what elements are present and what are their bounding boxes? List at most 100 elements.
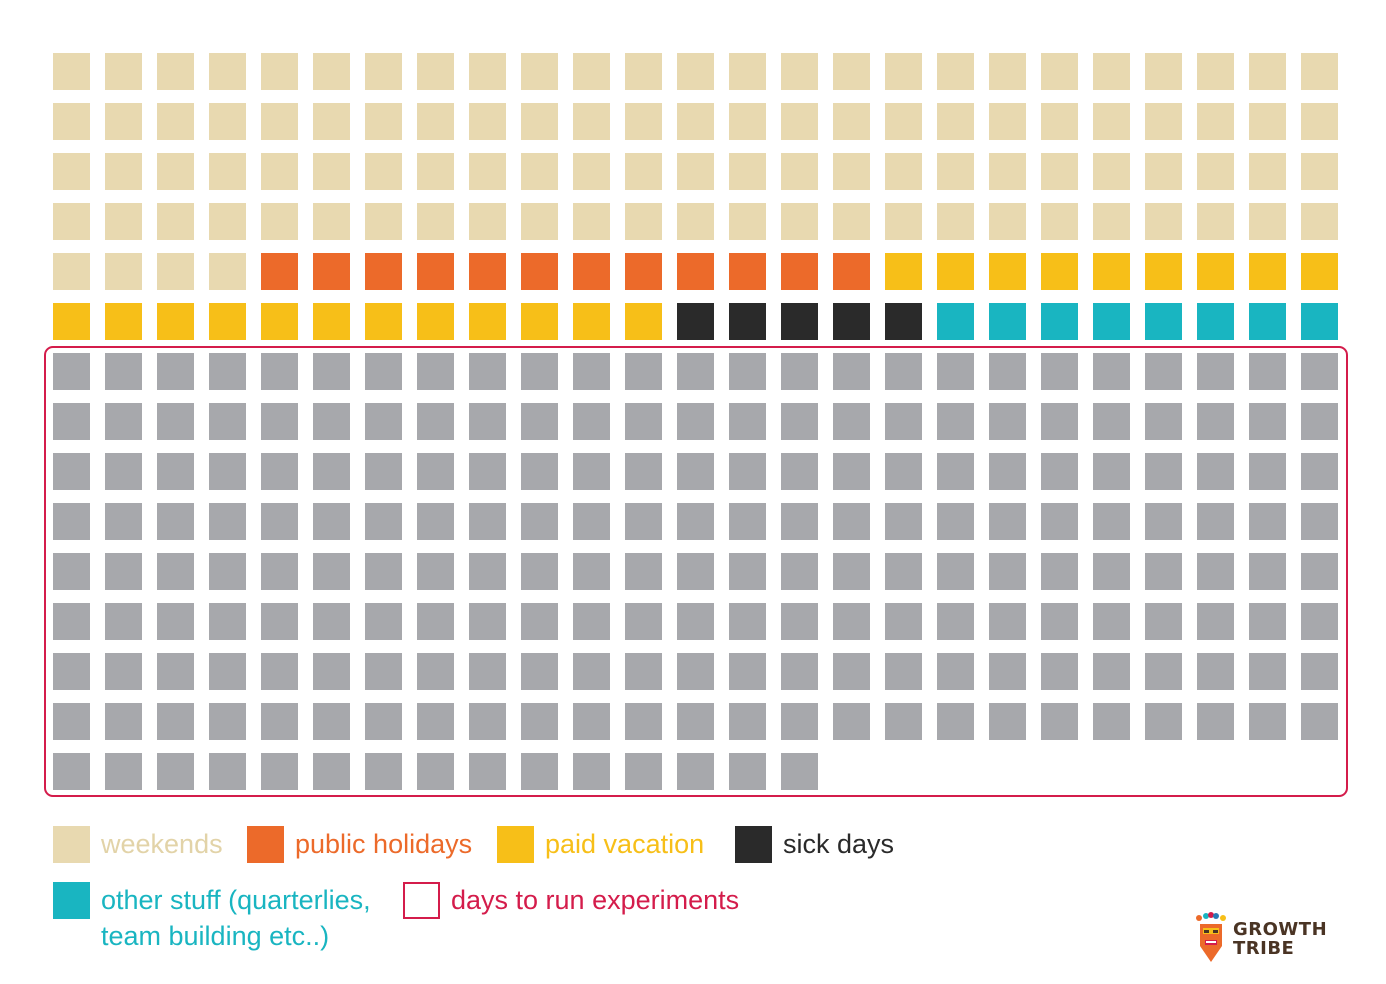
day-cell-weekends — [1197, 153, 1234, 190]
day-cell-experiments — [261, 403, 298, 440]
day-cell-experiments — [833, 353, 870, 390]
day-cell-experiments — [417, 403, 454, 440]
day-cell-weekends — [625, 203, 662, 240]
day-cell-sick_days — [729, 303, 766, 340]
day-cell-public_holidays — [365, 253, 402, 290]
day-cell-weekends — [521, 203, 558, 240]
legend-item-sick-days: sick days — [735, 826, 894, 863]
day-cell-weekends — [625, 53, 662, 90]
day-cell-paid_vacation — [1145, 253, 1182, 290]
day-cell-experiments — [833, 603, 870, 640]
day-cell-weekends — [1041, 53, 1078, 90]
day-cell-experiments — [1301, 503, 1338, 540]
day-cell-weekends — [1301, 53, 1338, 90]
day-cell-experiments — [469, 553, 506, 590]
day-cell-weekends — [833, 153, 870, 190]
day-cell-experiments — [261, 703, 298, 740]
day-cell-weekends — [1145, 203, 1182, 240]
day-cell-public_holidays — [469, 253, 506, 290]
day-cell-experiments — [989, 503, 1026, 540]
day-cell-weekends — [209, 253, 246, 290]
day-cell-public_holidays — [833, 253, 870, 290]
day-cell-experiments — [833, 403, 870, 440]
day-cell-experiments — [677, 403, 714, 440]
day-cell-experiments — [1249, 703, 1286, 740]
day-cell-experiments — [1301, 603, 1338, 640]
day-cell-experiments — [209, 703, 246, 740]
day-cell-experiments — [157, 603, 194, 640]
day-cell-experiments — [1093, 553, 1130, 590]
legend-label-experiments: days to run experiments — [451, 885, 740, 915]
day-cell-experiments — [365, 553, 402, 590]
day-cell-experiments — [1197, 603, 1234, 640]
day-cell-experiments — [1041, 703, 1078, 740]
day-cell-weekends — [989, 103, 1026, 140]
day-cell-paid_vacation — [1249, 253, 1286, 290]
day-cell-experiments — [781, 453, 818, 490]
day-cell-experiments — [937, 453, 974, 490]
day-cell-experiments — [53, 553, 90, 590]
day-cell-experiments — [833, 653, 870, 690]
day-cell-experiments — [53, 603, 90, 640]
day-cell-weekends — [261, 103, 298, 140]
day-cell-experiments — [365, 353, 402, 390]
day-cell-experiments — [937, 603, 974, 640]
day-cell-weekends — [209, 53, 246, 90]
day-cell-experiments — [157, 553, 194, 590]
day-cell-weekends — [1145, 53, 1182, 90]
day-cell-experiments — [573, 553, 610, 590]
day-cell-paid_vacation — [885, 253, 922, 290]
day-cell-experiments — [677, 353, 714, 390]
day-cell-experiments — [365, 703, 402, 740]
day-cell-experiments — [677, 753, 714, 790]
day-cell-public_holidays — [313, 253, 350, 290]
day-cell-experiments — [469, 503, 506, 540]
day-cell-experiments — [209, 753, 246, 790]
day-cell-experiments — [989, 353, 1026, 390]
day-cell-weekends — [885, 53, 922, 90]
day-cell-experiments — [885, 403, 922, 440]
day-cell-experiments — [573, 603, 610, 640]
day-cell-experiments — [209, 453, 246, 490]
day-cell-experiments — [53, 403, 90, 440]
day-cell-experiments — [573, 753, 610, 790]
day-cell-experiments — [1145, 403, 1182, 440]
day-cell-weekends — [53, 103, 90, 140]
day-cell-weekends — [53, 53, 90, 90]
day-cell-weekends — [313, 53, 350, 90]
day-cell-experiments — [157, 453, 194, 490]
day-cell-experiments — [729, 653, 766, 690]
day-cell-weekends — [573, 53, 610, 90]
day-cell-weekends — [1301, 153, 1338, 190]
day-cell-experiments — [1249, 553, 1286, 590]
day-cell-experiments — [1093, 653, 1130, 690]
day-cell-experiments — [1041, 503, 1078, 540]
day-cell-weekends — [573, 203, 610, 240]
day-cell-experiments — [625, 403, 662, 440]
day-cell-weekends — [417, 153, 454, 190]
day-cell-paid_vacation — [1041, 253, 1078, 290]
day-cell-experiments — [521, 603, 558, 640]
day-cell-public_holidays — [729, 253, 766, 290]
day-cell-experiments — [53, 353, 90, 390]
day-cell-experiments — [521, 703, 558, 740]
day-cell-weekends — [469, 53, 506, 90]
day-cell-experiments — [365, 503, 402, 540]
day-cell-weekends — [261, 203, 298, 240]
day-cell-experiments — [313, 553, 350, 590]
day-cell-experiments — [729, 453, 766, 490]
day-cell-experiments — [677, 653, 714, 690]
day-cell-paid_vacation — [157, 303, 194, 340]
day-cell-weekends — [989, 153, 1026, 190]
day-cell-experiments — [261, 453, 298, 490]
day-cell-weekends — [1249, 103, 1286, 140]
legend-label-weekends: weekends — [101, 829, 223, 859]
day-cell-experiments — [677, 503, 714, 540]
day-cell-experiments — [1197, 503, 1234, 540]
day-cell-weekends — [937, 103, 974, 140]
legend-swatch-public-holidays — [247, 826, 284, 863]
day-cell-experiments — [885, 703, 922, 740]
day-cell-paid_vacation — [105, 303, 142, 340]
day-cell-experiments — [573, 453, 610, 490]
day-cell-experiments — [1093, 603, 1130, 640]
